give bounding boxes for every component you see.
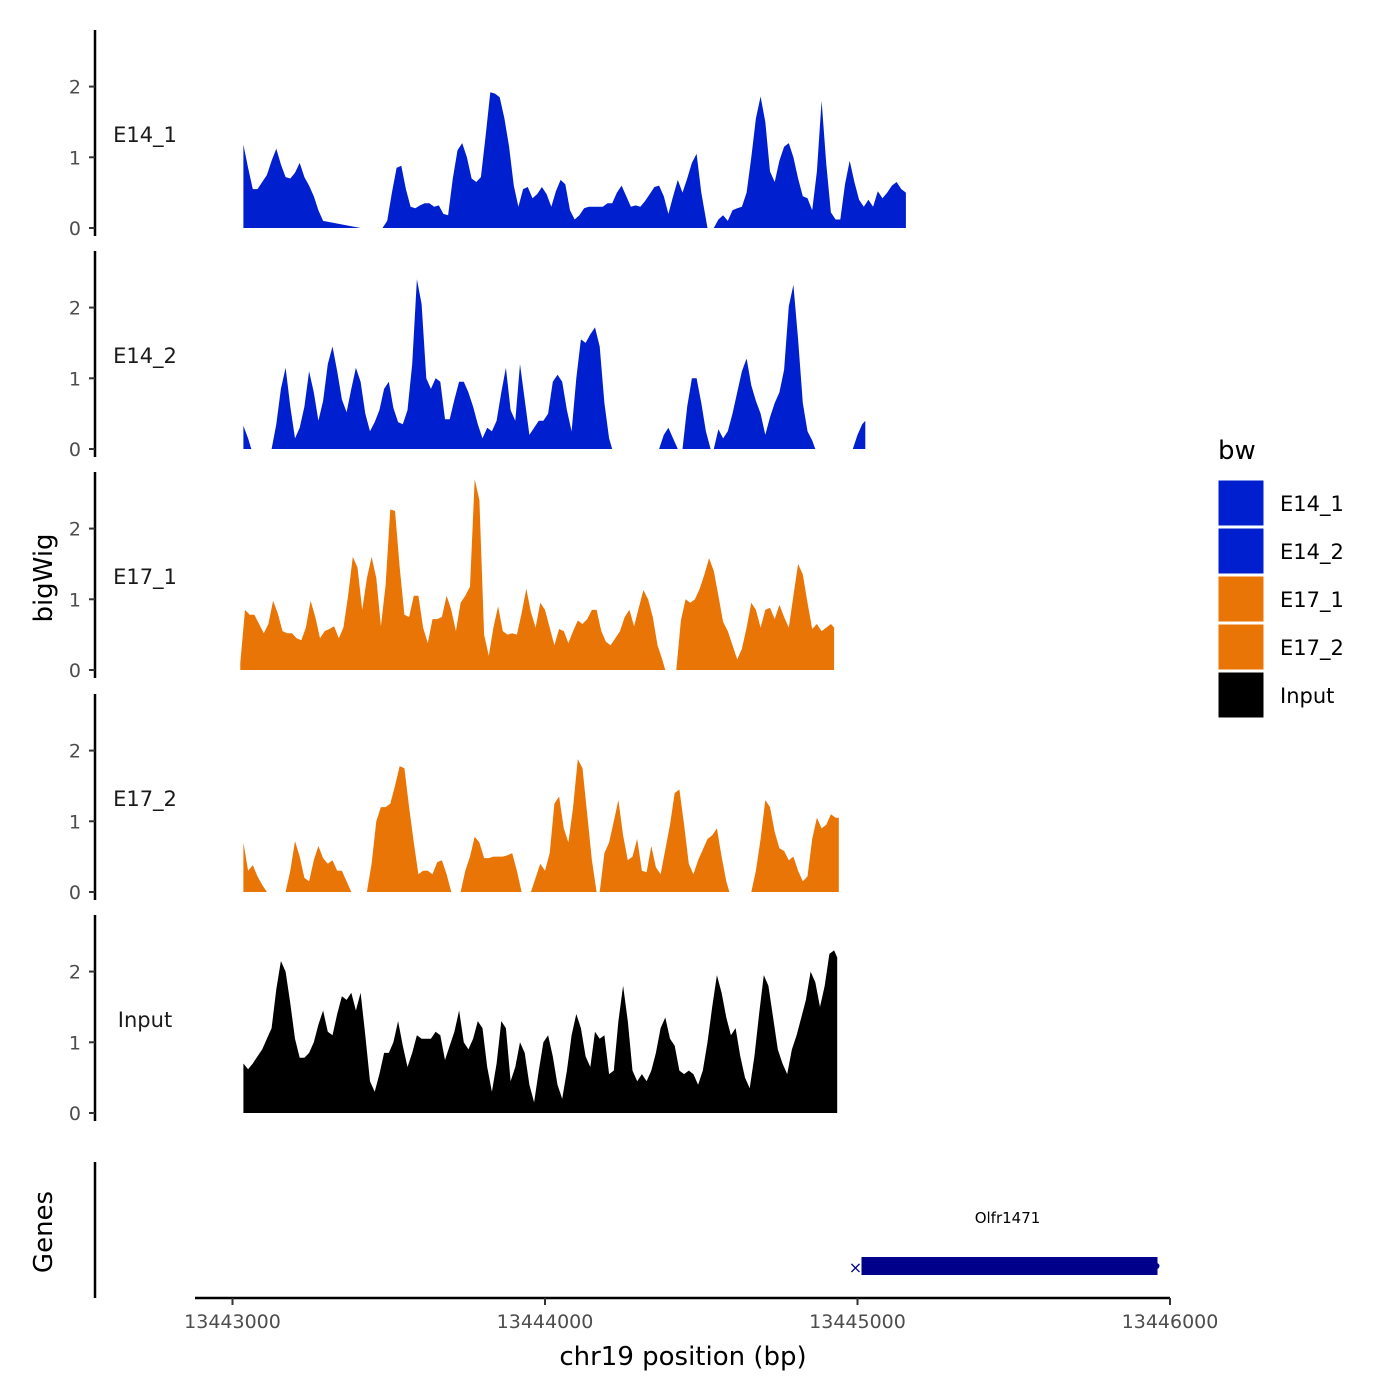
track-Input: 0 1 2 Input (69, 915, 838, 1125)
track-area-Input (243, 950, 838, 1113)
y-axis-title: bigWig (29, 533, 59, 622)
legend-label: E14_1 (1280, 492, 1344, 517)
legend-label: E14_2 (1280, 540, 1344, 565)
y-tick-label: 1 (69, 1032, 81, 1054)
genes-panel: × Olfr1471 (93, 1162, 1160, 1298)
y-tick-label: 1 (69, 589, 81, 611)
legend-swatch (1217, 479, 1265, 527)
legend: bw E14_1 E14_2 E17_1 E17_2 Input (1217, 436, 1344, 719)
track-label: E17_2 (113, 787, 177, 812)
gene-strand-marker: × (849, 1258, 862, 1277)
y-tick-label: 0 (69, 439, 81, 461)
legend-label: Input (1280, 684, 1334, 708)
tracks-area: 0 1 2 E14_1 0 1 2 E14_2 0 1 2 E17_1 0 1 2 E17_2 0 1 2 Input (69, 30, 906, 1125)
track-E14_2: 0 1 2 E14_2 (69, 251, 866, 461)
legend-swatch (1217, 575, 1265, 623)
track-label: E14_1 (113, 123, 177, 148)
track-label: Input (118, 1008, 172, 1032)
y-tick-label: 1 (69, 147, 81, 169)
x-axis-title: chr19 position (bp) (559, 1342, 806, 1372)
track-area-E17_2 (243, 759, 839, 892)
x-axis: 13443000 13444000 13445000 13446000 (184, 1296, 1219, 1333)
y-tick-label: 1 (69, 811, 81, 833)
y-tick-label: 1 (69, 368, 81, 390)
legend-label: E17_2 (1280, 636, 1344, 661)
y-tick-label: 2 (69, 519, 81, 541)
gene-body (861, 1257, 1158, 1275)
legend-swatch (1217, 623, 1265, 671)
y-tick-label: 2 (69, 77, 81, 99)
y-tick-label: 0 (69, 218, 81, 240)
x-tick-label: 13444000 (497, 1311, 594, 1333)
x-tick-label: 13446000 (1122, 1311, 1219, 1333)
y-tick-label: 2 (69, 741, 81, 763)
legend-title: bw (1218, 436, 1256, 466)
track-E17_2: 0 1 2 E17_2 (69, 694, 839, 904)
track-E14_1: 0 1 2 E14_1 (69, 30, 906, 240)
track-area-E17_1 (240, 479, 835, 670)
y-tick-label: 0 (69, 660, 81, 682)
genes-axis-title: Genes (29, 1191, 59, 1273)
track-area-E14_2 (243, 279, 866, 449)
y-tick-label: 0 (69, 1103, 81, 1125)
y-tick-label: 2 (69, 298, 81, 320)
gene-label: Olfr1471 (975, 1209, 1041, 1227)
track-label: E14_2 (113, 344, 177, 369)
y-tick-label: 0 (69, 882, 81, 904)
x-tick-label: 13443000 (184, 1311, 281, 1333)
y-tick-label: 2 (69, 962, 81, 984)
legend-swatch (1217, 671, 1265, 719)
track-label: E17_1 (113, 565, 177, 590)
x-tick-label: 13445000 (809, 1311, 906, 1333)
gene-end-marker (1153, 1263, 1160, 1269)
track-E17_1: 0 1 2 E17_1 (69, 472, 835, 682)
legend-swatch (1217, 527, 1265, 575)
legend-label: E17_1 (1280, 588, 1344, 613)
track-area-E14_1 (243, 92, 906, 228)
